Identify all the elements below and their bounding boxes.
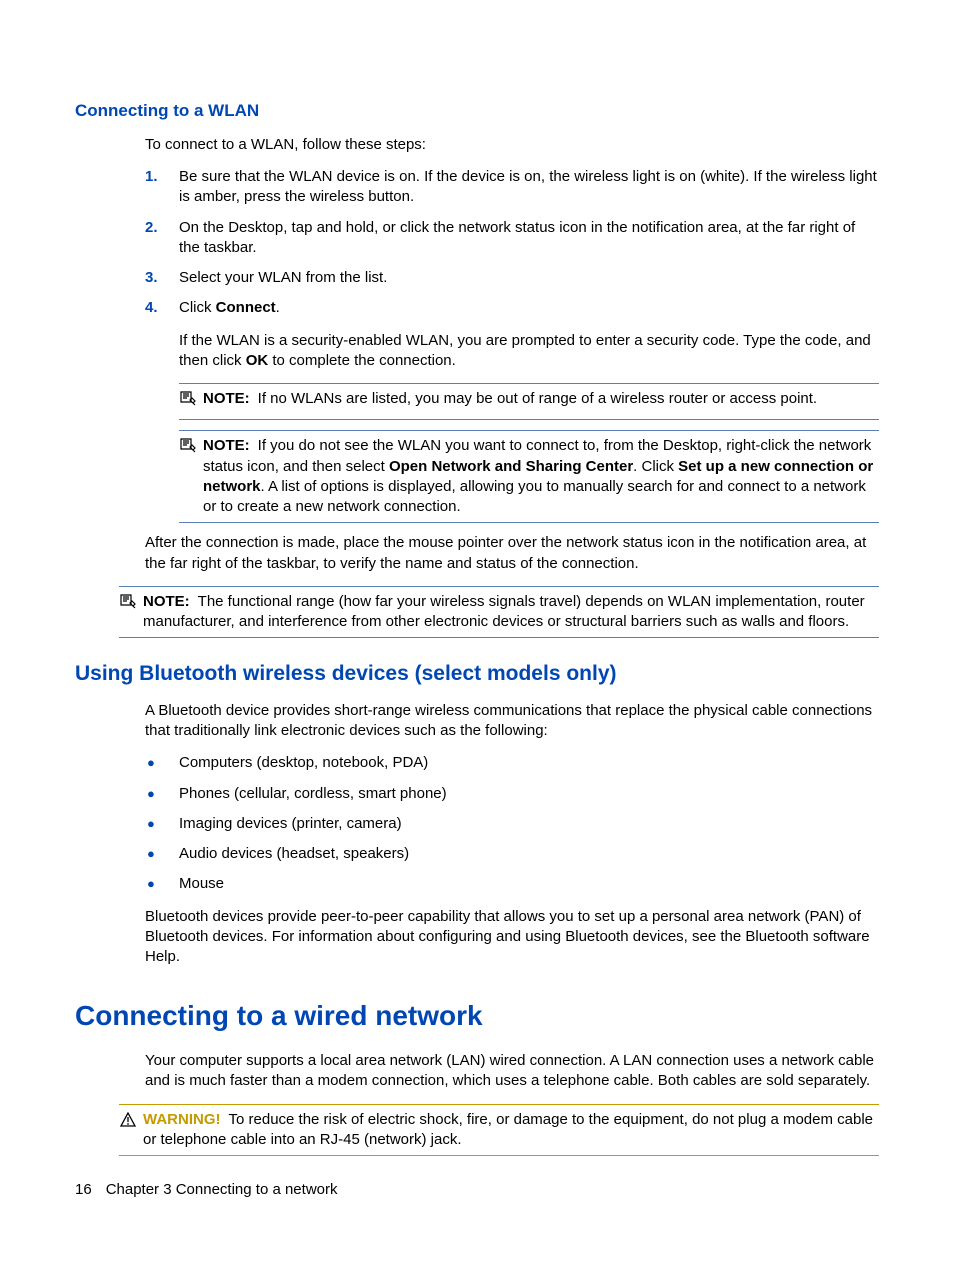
- note-content: NOTE:The functional range (how far your …: [143, 592, 879, 633]
- warning-content: WARNING!To reduce the risk of electric s…: [143, 1110, 879, 1151]
- wlan-intro: To connect to a WLAN, follow these steps…: [145, 135, 879, 155]
- bluetooth-outro: Bluetooth devices provide peer-to-peer c…: [145, 907, 879, 968]
- list-item: 4. Click Connect.: [145, 298, 879, 318]
- chapter-label: Chapter 3 Connecting to a network: [106, 1181, 338, 1198]
- list-item: 3. Select your WLAN from the list.: [145, 268, 879, 288]
- bluetooth-intro: A Bluetooth device provides short-range …: [145, 701, 879, 742]
- list-item: ● Computers (desktop, notebook, PDA): [145, 753, 879, 773]
- page-footer: 16 Chapter 3 Connecting to a network: [75, 1180, 338, 1200]
- list-item: 2. On the Desktop, tap and hold, or clic…: [145, 218, 879, 259]
- step-text: On the Desktop, tap and hold, or click t…: [179, 218, 879, 259]
- note-icon: [119, 592, 143, 617]
- note-icon: [179, 389, 203, 414]
- warning-label: WARNING!: [143, 1111, 221, 1128]
- note-block: NOTE:The functional range (how far your …: [119, 586, 879, 639]
- list-item: ● Audio devices (headset, speakers): [145, 844, 879, 864]
- item-text: Phones (cellular, cordless, smart phone): [179, 784, 447, 804]
- note-block: NOTE: If no WLANs are listed, you may be …: [179, 383, 879, 420]
- text: . A list of options is displayed, allowi…: [203, 478, 866, 515]
- heading-wlan: Connecting to a WLAN: [75, 100, 879, 123]
- step-number: 2.: [145, 218, 179, 259]
- note-text: If no WLANs are listed, you may be out o…: [258, 390, 817, 407]
- page-number: 16: [75, 1181, 92, 1198]
- section-wired-body: Your computer supports a local area netw…: [145, 1051, 879, 1092]
- bold-text: Open Network and Sharing Center: [389, 458, 633, 475]
- note-label: NOTE:: [143, 593, 190, 610]
- wired-intro: Your computer supports a local area netw…: [145, 1051, 879, 1092]
- note-text: The functional range (how far your wirel…: [143, 593, 865, 630]
- step-text: Select your WLAN from the list.: [179, 268, 879, 288]
- list-item: ● Imaging devices (printer, camera): [145, 814, 879, 834]
- step-text: Click Connect.: [179, 298, 879, 318]
- bold-text: OK: [246, 352, 269, 369]
- step-text: Be sure that the WLAN device is on. If t…: [179, 167, 879, 208]
- step-number: 3.: [145, 268, 179, 288]
- item-text: Audio devices (headset, speakers): [179, 844, 409, 864]
- item-text: Mouse: [179, 874, 224, 894]
- bullet-icon: ●: [145, 844, 179, 864]
- warning-icon: [119, 1110, 143, 1135]
- heading-wired-network: Connecting to a wired network: [75, 997, 879, 1035]
- step-number: 1.: [145, 167, 179, 208]
- page-content: Connecting to a WLAN To connect to a WLA…: [0, 0, 954, 1156]
- note-icon: [179, 436, 203, 461]
- text: .: [276, 299, 280, 316]
- bold-text: Connect: [216, 299, 276, 316]
- list-item: 1. Be sure that the WLAN device is on. I…: [145, 167, 879, 208]
- step-number: 4.: [145, 298, 179, 318]
- section-wlan-body: To connect to a WLAN, follow these steps…: [145, 135, 879, 574]
- bullet-icon: ●: [145, 814, 179, 834]
- text: . Click: [633, 458, 678, 475]
- text: Click: [179, 299, 216, 316]
- warning-text: To reduce the risk of electric shock, fi…: [143, 1111, 873, 1148]
- note-label: NOTE:: [203, 437, 250, 454]
- note-block: NOTE:If you do not see the WLAN you want…: [179, 430, 879, 523]
- warning-block: WARNING!To reduce the risk of electric s…: [119, 1104, 879, 1157]
- list-item: ● Mouse: [145, 874, 879, 894]
- item-text: Computers (desktop, notebook, PDA): [179, 753, 428, 773]
- note-content: NOTE: If no WLANs are listed, you may be …: [203, 389, 879, 409]
- step4-subtext: If the WLAN is a security-enabled WLAN, …: [179, 331, 879, 372]
- bluetooth-list: ● Computers (desktop, notebook, PDA) ● P…: [145, 753, 879, 894]
- heading-bluetooth: Using Bluetooth wireless devices (select…: [75, 660, 879, 688]
- list-item: ● Phones (cellular, cordless, smart phon…: [145, 784, 879, 804]
- note-label: NOTE:: [203, 390, 250, 407]
- bullet-icon: ●: [145, 784, 179, 804]
- section-bluetooth-body: A Bluetooth device provides short-range …: [145, 701, 879, 968]
- bullet-icon: ●: [145, 753, 179, 773]
- note-content: NOTE:If you do not see the WLAN you want…: [203, 436, 879, 517]
- bullet-icon: ●: [145, 874, 179, 894]
- after-connection-text: After the connection is made, place the …: [145, 533, 879, 574]
- text: to complete the connection.: [268, 352, 456, 369]
- item-text: Imaging devices (printer, camera): [179, 814, 402, 834]
- wlan-steps: 1. Be sure that the WLAN device is on. I…: [145, 167, 879, 319]
